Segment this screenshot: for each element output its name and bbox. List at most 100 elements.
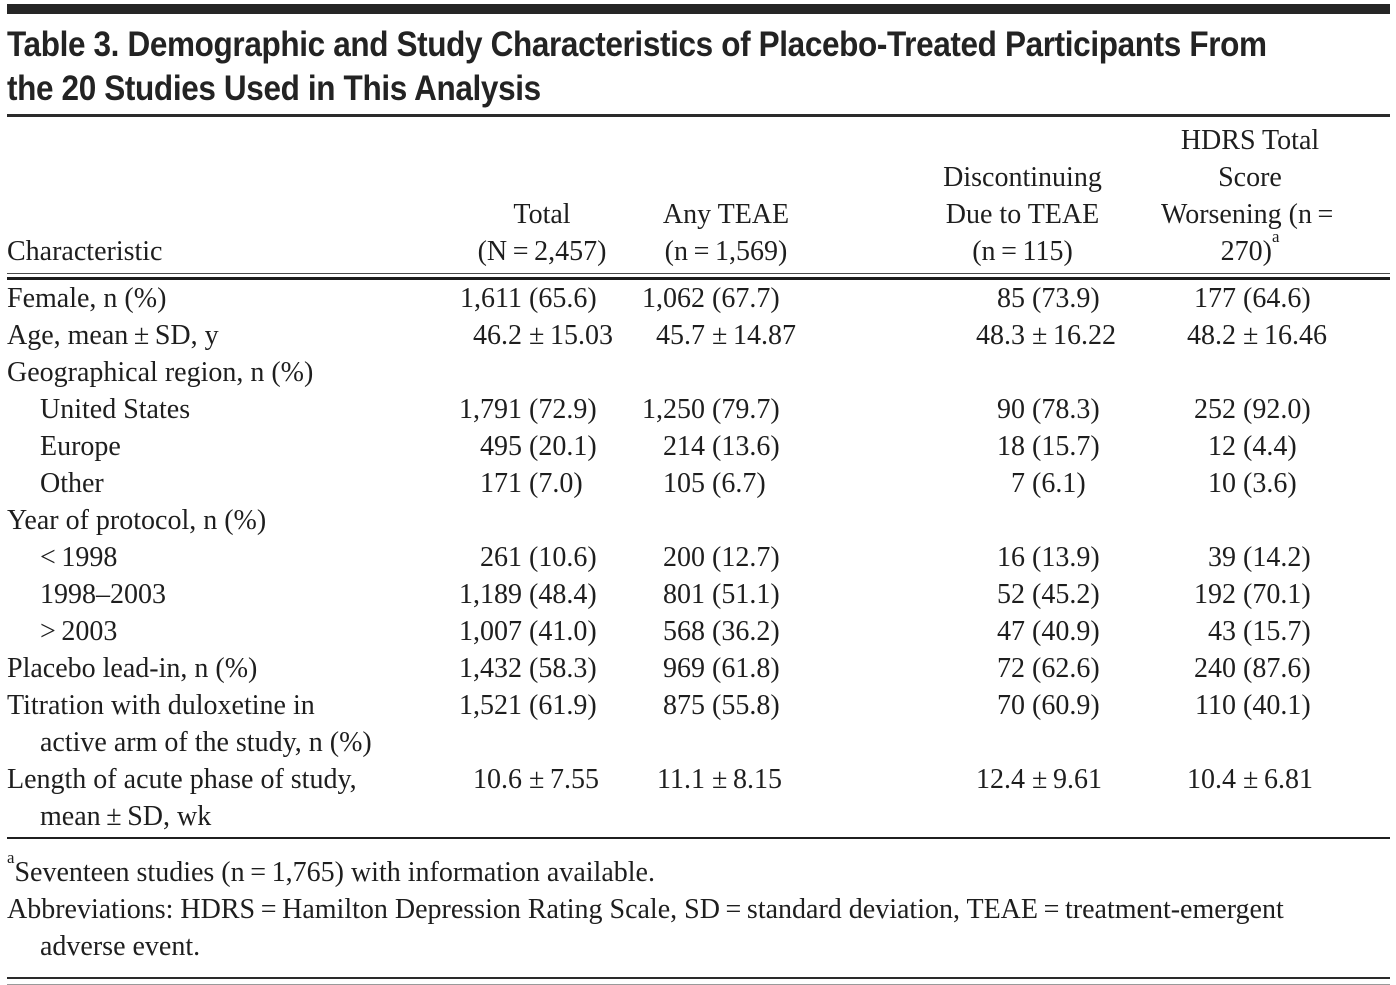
value-paren: (61.9): [529, 690, 597, 721]
value-count: 7: [1011, 468, 1025, 499]
value-count: 1,611: [460, 283, 522, 314]
row-label-line: active arm of the study, n (%): [40, 727, 372, 758]
cell-value: 7 (6.1): [820, 465, 1150, 502]
value-count: 12.4: [976, 764, 1025, 795]
row-label: > 2003: [7, 613, 452, 650]
value-count: 200: [663, 542, 705, 573]
cell-value: 252 (92.0): [1150, 391, 1390, 428]
value-count: 18: [997, 431, 1025, 462]
title-rule: [7, 114, 1390, 117]
row-label: Length of acute phase of study, mean ± SD…: [7, 761, 452, 835]
cell-value: [632, 354, 820, 391]
header-line: (n = 115): [972, 236, 1073, 267]
value-paren: (45.2): [1032, 579, 1100, 610]
value-paren: (3.6): [1243, 468, 1297, 499]
value-count: 1,791: [459, 394, 522, 425]
cell-value: 18 (15.7): [820, 428, 1150, 465]
value-paren: (87.6): [1243, 653, 1311, 684]
table-header: Characteristic Total (N = 2,457) Any TEAE (n…: [7, 117, 1390, 270]
header-footnote-marker: a: [1271, 226, 1280, 246]
cell-value: 1,250 (79.7): [632, 391, 820, 428]
value-count: 10.4: [1187, 764, 1236, 795]
value-count: 177: [1194, 283, 1236, 314]
value-paren: ± 9.61: [1032, 764, 1102, 795]
value-count: 12: [1208, 431, 1236, 462]
value-paren: (92.0): [1243, 394, 1311, 425]
row-label: United States: [7, 391, 452, 428]
cell-value: 90 (78.3): [820, 391, 1150, 428]
cell-value: 568 (36.2): [632, 613, 820, 650]
value-paren: (40.1): [1243, 690, 1311, 721]
row-label-line: Europe: [40, 431, 121, 462]
table-bottom-rule: [7, 837, 1390, 839]
row-label-line: Other: [40, 468, 104, 499]
header-cell-characteristic: Characteristic: [7, 122, 452, 270]
cell-value: 875 (55.8): [632, 687, 820, 761]
value-count: 48.3: [976, 320, 1025, 351]
value-paren: (15.7): [1243, 616, 1311, 647]
value-count: 39: [1208, 542, 1236, 573]
footnote: aSeventeen studies (n = 1,765) with info…: [7, 847, 655, 888]
value-count: 52: [997, 579, 1025, 610]
page-title-line: the 20 Studies Used in This Analysis: [7, 69, 541, 108]
value-count: 47: [997, 616, 1025, 647]
value-paren: (78.3): [1032, 394, 1100, 425]
bottom-rule: [7, 977, 1390, 985]
header-cell-total: Total (N = 2,457): [452, 122, 632, 270]
value-paren: (62.6): [1032, 653, 1100, 684]
cell-value: 85 (73.9): [820, 280, 1150, 317]
value-paren: (20.1): [529, 431, 597, 462]
value-paren: ± 16.46: [1243, 320, 1327, 351]
value-count: 801: [663, 579, 705, 610]
row-label: Age, mean ± SD, y: [7, 317, 452, 354]
value-count: 105: [663, 468, 705, 499]
value-count: 261: [480, 542, 522, 573]
row-label: 1998–2003: [7, 576, 452, 613]
value-paren: (6.1): [1032, 468, 1086, 499]
cell-value: 39 (14.2): [1150, 539, 1390, 576]
row-label-line: Geographical region, n (%): [7, 357, 314, 388]
demographics-table: Female, n (%) 1,611 (65.6) 1,062 (67.7) 85 (73…: [7, 280, 1390, 835]
header-double-rule: [7, 273, 1390, 280]
value-paren: (48.4): [529, 579, 597, 610]
value-count: 45.7: [656, 320, 705, 351]
row-label: < 1998: [7, 539, 452, 576]
cell-value: 171 (7.0): [452, 465, 632, 502]
cell-value: 45.7 ± 14.87: [632, 317, 820, 354]
value-paren: (61.8): [712, 653, 780, 684]
row-label: Year of protocol, n (%): [7, 502, 452, 539]
value-count: 495: [480, 431, 522, 462]
value-paren: (58.3): [529, 653, 597, 684]
page-title-line: Table 3. Demographic and Study Character…: [7, 25, 1267, 64]
header-line: HDRS Total Score: [1180, 125, 1320, 193]
cell-value: 801 (51.1): [632, 576, 820, 613]
cell-value: [1150, 354, 1390, 391]
value-paren: (67.7): [712, 283, 780, 314]
value-count: 85: [997, 283, 1025, 314]
value-count: 875: [663, 690, 705, 721]
value-count: 1,521: [459, 690, 522, 721]
value-paren: (51.1): [712, 579, 780, 610]
value-count: 10.6: [473, 764, 522, 795]
header-cell-any_teae: Any TEAE (n = 1,569): [632, 122, 820, 270]
value-count: 72: [997, 653, 1025, 684]
value-paren: ± 16.22: [1032, 320, 1116, 351]
cell-value: 261 (10.6): [452, 539, 632, 576]
cell-value: 48.3 ± 16.22: [820, 317, 1150, 354]
value-count: 110: [1195, 690, 1236, 721]
cell-value: [452, 502, 632, 539]
cell-value: [820, 354, 1150, 391]
cell-value: 177 (64.6): [1150, 280, 1390, 317]
row-label: Other: [7, 465, 452, 502]
value-paren: (60.9): [1032, 690, 1100, 721]
value-count: 1,007: [459, 616, 522, 647]
value-count: 1,062: [642, 283, 705, 314]
row-label-line: Year of protocol, n (%): [7, 505, 267, 536]
header-line: Worsening (n = 270)a: [1161, 199, 1339, 267]
row-label: Europe: [7, 428, 452, 465]
row-label-line: 1998–2003: [40, 579, 166, 610]
value-count: 568: [663, 616, 705, 647]
row-label-line: Length of acute phase of study,: [7, 764, 357, 795]
value-count: 192: [1194, 579, 1236, 610]
value-paren: (72.9): [529, 394, 597, 425]
